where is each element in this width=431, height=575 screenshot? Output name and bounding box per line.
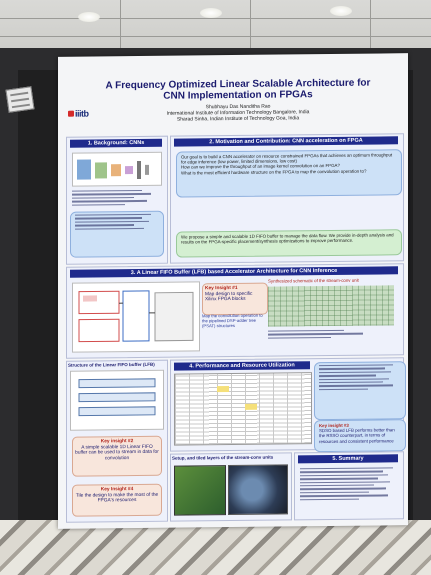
research-poster: A Frequency Optimized Linear Scalable Ar… — [58, 53, 408, 529]
insight-1-text: Map design to specific Xilinx FPGA block… — [205, 291, 253, 303]
institute-logo: iiitb — [68, 108, 94, 120]
ceiling-grid-line — [0, 36, 431, 37]
section-1-heading: 1. Background: CNNs — [70, 138, 162, 148]
insight-3-box: Key insight #3 SDSO based LFB performs b… — [314, 419, 406, 453]
fpga-board-photo — [174, 465, 226, 516]
block-diagram-drawing — [78, 290, 194, 343]
design-notes — [314, 361, 406, 421]
side-paper-note — [5, 86, 35, 113]
highlight-cell — [245, 403, 257, 410]
motivation-goal-box: Our goal is to build a CNN accelerator o… — [176, 149, 402, 198]
poster-authors: Shubhayu Das Nanditha Rao International … — [113, 103, 363, 124]
insight-4-box: Key Insight #4 Tile the design to make t… — [72, 483, 162, 517]
ceiling-light — [200, 8, 222, 18]
ceiling-grid-line — [0, 18, 431, 19]
synthesized-schematic — [268, 285, 394, 327]
section-4-heading: 4. Performance and Resource Utilization — [174, 361, 310, 371]
poster-title: A Frequency Optimized Linear Scalable Ar… — [105, 77, 371, 102]
contribution-box: We propose a simple and scalable 1D FIFO… — [176, 229, 402, 258]
cnn-layers-illustration — [77, 159, 149, 180]
ceiling-light — [330, 6, 352, 16]
insight-1-detail: Map the convolution operation to the pip… — [202, 312, 263, 329]
background-text — [72, 189, 160, 208]
insight-2-text: A simple scalable 1D Linear FIFO buffer … — [75, 444, 159, 462]
tiled-layout-image — [228, 464, 288, 516]
summary-text — [300, 467, 398, 502]
accelerator-block-diagram — [72, 281, 200, 353]
lfb-structure-diagram — [70, 369, 164, 431]
carpet-floor — [0, 520, 431, 575]
authors-affiliation-2: Sharad Sinha, Indian Institute of Techno… — [176, 115, 300, 123]
ceiling-light — [78, 12, 100, 22]
insight-3-text: SDSO based LFB performs better than the … — [319, 427, 395, 444]
section-5-heading: 5. Summary — [298, 454, 398, 464]
highlight-cell — [217, 386, 229, 393]
contribution-text: We propose a simple and scalable 1D FIFO… — [181, 232, 394, 245]
insight-4-text: Tile the design to make the most of the … — [75, 492, 159, 504]
insight-2-box: Key insight #2 A simple scalable 1D Line… — [72, 435, 162, 477]
schematic-legend — [268, 329, 394, 340]
cnn-diagram — [72, 151, 162, 187]
ceiling-grid-line — [370, 0, 371, 48]
lfb-drawing — [78, 378, 156, 417]
performance-table — [174, 372, 312, 446]
ceiling-grid-line — [120, 0, 121, 48]
ceiling-grid-line — [250, 0, 251, 48]
lfb-structure-label: Structure of the Linear FIFO buffer (LFB… — [68, 361, 155, 368]
insight-1-box: Key Insight #1 Map design to specific Xi… — [202, 282, 268, 316]
background-notes — [70, 210, 164, 258]
